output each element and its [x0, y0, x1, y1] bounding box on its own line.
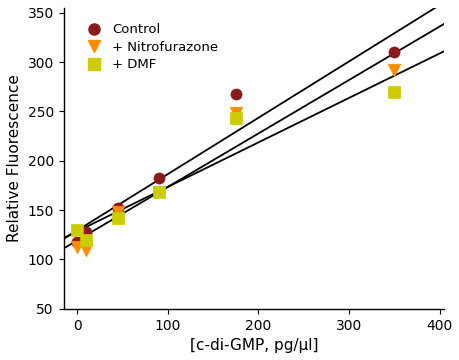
Point	[232, 91, 239, 96]
Point	[390, 49, 397, 55]
Point	[232, 116, 239, 121]
X-axis label: [c-di-GMP, pg/μl]: [c-di-GMP, pg/μl]	[189, 338, 318, 353]
Y-axis label: Relative Fluorescence: Relative Fluorescence	[7, 75, 22, 242]
Point	[73, 239, 81, 244]
Legend: Control, + Nitrofurazone, + DMF: Control, + Nitrofurazone, + DMF	[78, 21, 220, 74]
Point	[390, 67, 397, 73]
Point	[155, 189, 162, 195]
Point	[83, 229, 90, 235]
Point	[114, 205, 121, 211]
Point	[232, 111, 239, 116]
Point	[155, 175, 162, 180]
Point	[155, 189, 162, 195]
Point	[390, 89, 397, 95]
Point	[83, 247, 90, 252]
Point	[114, 215, 121, 221]
Point	[73, 227, 81, 233]
Point	[83, 237, 90, 243]
Point	[73, 244, 81, 249]
Point	[114, 209, 121, 215]
